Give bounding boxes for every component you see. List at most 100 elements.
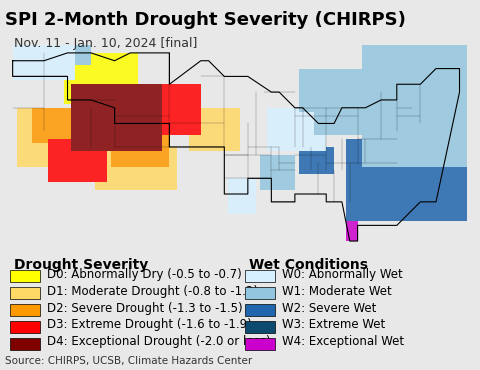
Bar [244, 210, 248, 213]
Bar [311, 92, 314, 96]
Bar [56, 127, 60, 131]
Bar [87, 174, 91, 178]
Bar [228, 178, 232, 182]
Bar [32, 163, 36, 167]
Bar [126, 80, 130, 84]
Bar [420, 143, 424, 147]
Bar [126, 100, 130, 104]
Bar [130, 80, 134, 84]
Bar [110, 171, 115, 174]
Bar [448, 73, 452, 77]
Bar [64, 171, 68, 174]
Bar [48, 68, 52, 73]
Bar [338, 73, 342, 77]
Bar [107, 171, 111, 174]
Bar [283, 159, 287, 163]
Bar [32, 155, 36, 159]
Bar [330, 96, 334, 100]
Bar [354, 88, 358, 92]
Bar [16, 65, 21, 68]
Bar [393, 73, 397, 77]
Bar [154, 155, 157, 159]
Bar [126, 84, 130, 88]
Bar [393, 80, 397, 84]
Bar [322, 96, 326, 100]
Bar [381, 49, 385, 53]
Bar [330, 127, 334, 131]
Bar [169, 92, 173, 96]
Bar [401, 80, 405, 84]
Bar [64, 139, 68, 143]
Bar [44, 159, 48, 163]
Bar [381, 186, 385, 190]
Bar [56, 163, 60, 167]
Bar [24, 65, 28, 68]
Bar [99, 159, 103, 163]
Bar [130, 73, 134, 77]
Bar [16, 159, 21, 163]
Bar [40, 65, 44, 68]
Bar [326, 127, 330, 131]
Bar [424, 151, 428, 155]
Bar [146, 115, 150, 120]
Bar [463, 151, 468, 155]
Bar [122, 120, 126, 124]
Bar [110, 115, 115, 120]
Bar [326, 73, 330, 77]
Bar [83, 159, 87, 163]
Bar [432, 65, 436, 68]
Bar [373, 49, 377, 53]
Bar [307, 139, 311, 143]
Bar [311, 131, 314, 135]
Bar [326, 147, 330, 151]
Bar [110, 174, 115, 178]
Bar [452, 218, 456, 222]
Bar [32, 147, 36, 151]
Bar [307, 159, 311, 163]
FancyBboxPatch shape [245, 338, 275, 350]
Bar [354, 112, 358, 115]
Bar [126, 61, 130, 65]
Bar [130, 135, 134, 139]
Bar [56, 143, 60, 147]
Bar [103, 186, 107, 190]
Bar [87, 139, 91, 143]
Bar [397, 166, 401, 171]
Bar [334, 88, 338, 92]
Bar [412, 206, 417, 210]
Bar [271, 163, 276, 167]
Bar [299, 143, 303, 147]
Bar [405, 92, 408, 96]
Bar [432, 163, 436, 167]
Bar [389, 104, 393, 108]
Text: D2: Severe Drought (-1.3 to -1.5): D2: Severe Drought (-1.3 to -1.5) [47, 302, 243, 314]
Bar [401, 100, 405, 104]
Bar [354, 80, 358, 84]
Bar [107, 104, 111, 108]
Bar [373, 186, 377, 190]
Bar [444, 68, 448, 73]
Bar [122, 159, 126, 163]
Bar [456, 65, 459, 68]
Bar [287, 108, 291, 112]
Bar [354, 210, 358, 213]
Bar [291, 166, 295, 171]
Bar [189, 100, 193, 104]
Bar [146, 159, 150, 163]
Bar [197, 84, 201, 88]
Bar [75, 84, 79, 88]
Bar [232, 108, 236, 112]
Bar [103, 124, 107, 127]
Bar [370, 163, 373, 167]
Bar [432, 92, 436, 96]
Bar [456, 194, 459, 198]
Bar [146, 120, 150, 124]
Bar [32, 49, 36, 53]
Bar [275, 182, 279, 186]
Bar [40, 159, 44, 163]
Bar [456, 147, 459, 151]
Bar [72, 73, 75, 77]
Bar [401, 218, 405, 222]
Bar [322, 88, 326, 92]
Bar [52, 53, 56, 57]
